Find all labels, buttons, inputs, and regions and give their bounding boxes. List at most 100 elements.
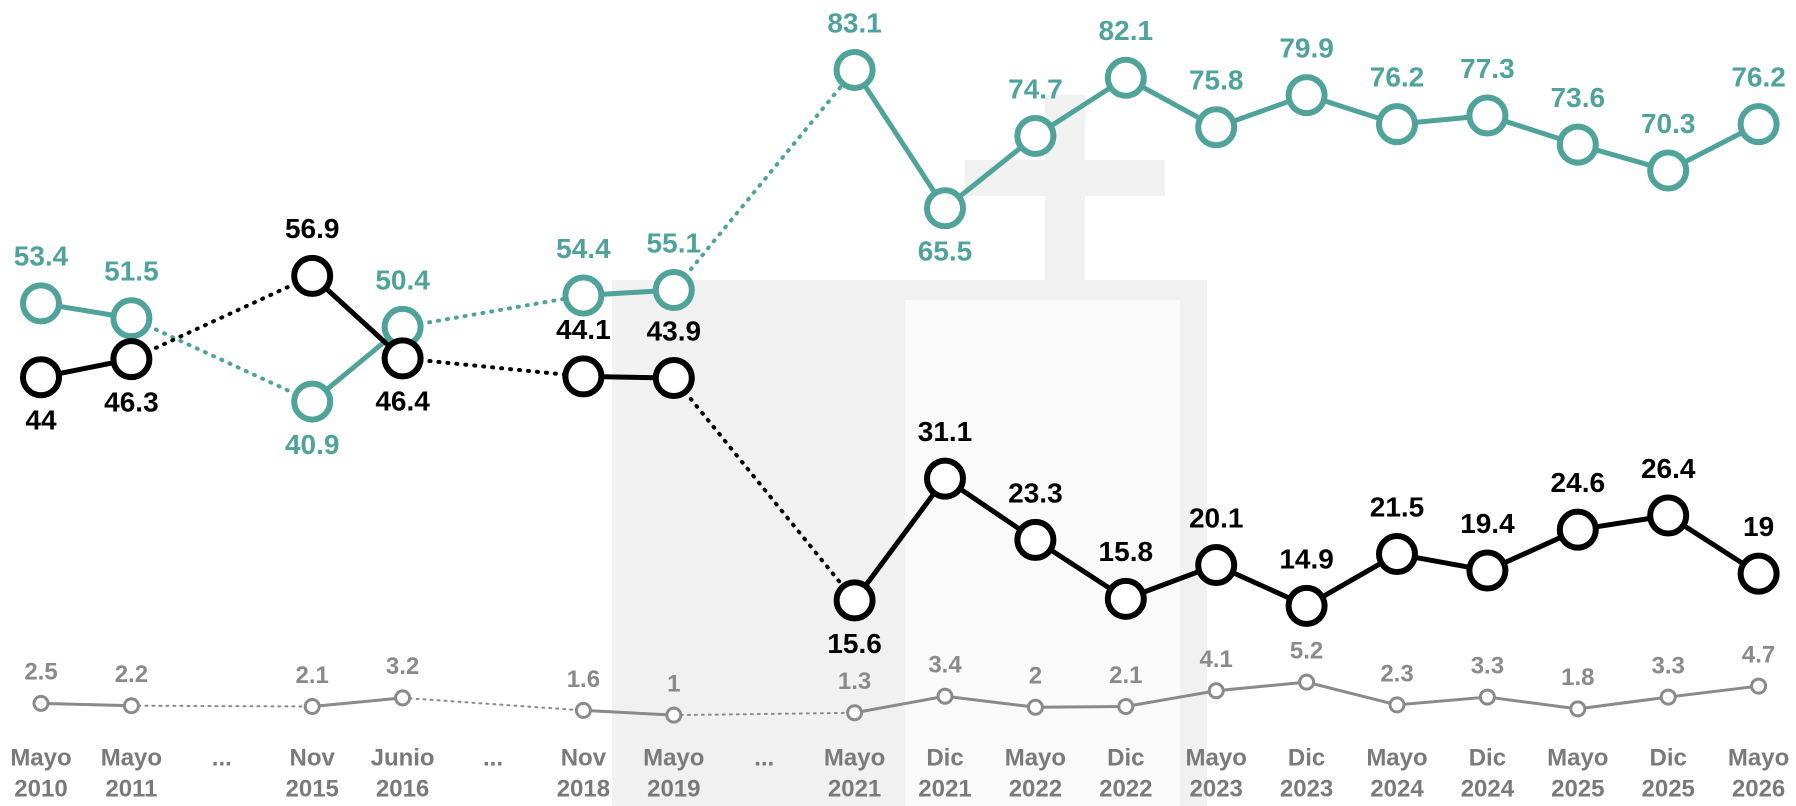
data-point (848, 706, 862, 720)
data-label: 3.3 (1471, 652, 1504, 679)
x-tick-label: 2023 (1280, 775, 1333, 802)
data-point (1108, 60, 1144, 96)
gap-connector (403, 358, 584, 376)
x-tick-label: 2025 (1551, 775, 1604, 802)
data-label: 2.2 (115, 661, 148, 688)
x-tick-label: 2021 (828, 775, 881, 802)
data-point (396, 691, 410, 705)
data-label: 43.9 (647, 315, 702, 346)
data-label: 4.7 (1742, 641, 1775, 668)
data-point (1289, 588, 1325, 624)
data-point (1480, 690, 1494, 704)
x-tick-label: 2016 (376, 775, 429, 802)
page: Mayo2010Mayo2011...Nov2015Junio2016...No… (0, 0, 1796, 806)
x-tick-label: 2026 (1732, 775, 1785, 802)
series-line (312, 698, 402, 707)
data-label: 3.4 (928, 652, 962, 679)
data-label: 2.1 (1109, 662, 1142, 689)
data-point (1650, 498, 1686, 534)
gap-connector (131, 706, 312, 707)
data-label: 83.1 (827, 7, 882, 38)
data-label: 70.3 (1641, 108, 1696, 139)
data-point (1198, 547, 1234, 583)
data-label: 14.9 (1279, 543, 1334, 574)
data-point (124, 699, 138, 713)
data-point (1469, 553, 1505, 589)
data-label: 46.4 (375, 386, 430, 417)
data-label: 1 (667, 670, 680, 697)
chart: Mayo2010Mayo2011...Nov2015Junio2016...No… (0, 0, 1796, 806)
data-label: 15.6 (827, 628, 882, 659)
data-label: 76.2 (1731, 62, 1786, 93)
data-point (113, 341, 149, 377)
data-label: 1.6 (567, 666, 600, 693)
data-point (1289, 77, 1325, 113)
x-tick-label: 2023 (1190, 775, 1243, 802)
data-label: 15.8 (1099, 536, 1154, 567)
series-line (41, 703, 131, 705)
data-point (1379, 536, 1415, 572)
x-tick-label: Junio (371, 744, 435, 771)
x-tick-label: 2010 (14, 775, 67, 802)
data-label: 2.1 (296, 662, 329, 689)
data-point (1661, 690, 1675, 704)
data-label: 51.5 (104, 256, 159, 287)
data-point (1560, 512, 1596, 548)
data-point (1650, 153, 1686, 189)
data-label: 3.3 (1652, 652, 1685, 679)
data-point (1379, 106, 1415, 142)
data-label: 54.4 (556, 233, 611, 264)
x-tick-label: 2024 (1370, 775, 1424, 802)
data-point (565, 277, 601, 313)
data-point (305, 699, 319, 713)
data-point (1752, 679, 1766, 693)
data-point (385, 340, 421, 376)
data-label: 3.2 (386, 653, 419, 680)
data-point (1209, 684, 1223, 698)
x-tick-label: 2025 (1642, 775, 1695, 802)
data-label: 73.6 (1551, 82, 1606, 113)
x-tick-label: Dic (1107, 744, 1144, 771)
data-label: 53.4 (14, 241, 69, 272)
data-label: 77.3 (1460, 53, 1515, 84)
data-label: 76.2 (1370, 62, 1425, 93)
data-point (1560, 127, 1596, 163)
x-tick-label: Mayo (824, 744, 885, 771)
x-tick-label: 2021 (918, 775, 971, 802)
data-point (667, 708, 681, 722)
data-label: 4.1 (1200, 646, 1233, 673)
x-tick-label: 2024 (1461, 775, 1515, 802)
data-point (294, 258, 330, 294)
x-tick-label: Mayo (1005, 744, 1066, 771)
x-tick-label: 2022 (1009, 775, 1062, 802)
data-label: 26.4 (1641, 453, 1696, 484)
data-point (1028, 700, 1042, 714)
x-tick-label: 2019 (647, 775, 700, 802)
gap-connector (403, 698, 584, 711)
data-label: 23.3 (1008, 477, 1063, 508)
data-label: 40.9 (285, 429, 340, 460)
data-label: 56.9 (285, 213, 340, 244)
data-point (113, 300, 149, 336)
x-tick-label: ... (754, 744, 774, 771)
data-point (927, 461, 963, 497)
data-point (1017, 118, 1053, 154)
data-label: 79.9 (1279, 32, 1334, 63)
x-tick-label: Dic (926, 744, 963, 771)
data-label: 20.1 (1189, 502, 1244, 533)
x-tick-label: Mayo (1547, 744, 1608, 771)
data-label: 19.4 (1460, 508, 1515, 539)
data-point (23, 359, 59, 395)
data-label: 21.5 (1370, 491, 1425, 522)
data-point (1300, 675, 1314, 689)
data-label: 1.3 (838, 668, 871, 695)
data-point (938, 689, 952, 703)
x-tick-label: Mayo (1186, 744, 1247, 771)
x-tick-label: Mayo (101, 744, 162, 771)
x-tick-label: 2022 (1099, 775, 1152, 802)
data-point (837, 582, 873, 618)
x-tick-label: Mayo (1366, 744, 1427, 771)
data-label: 24.6 (1551, 467, 1606, 498)
x-tick-label: 2015 (286, 775, 339, 802)
data-label: 1.8 (1561, 664, 1594, 691)
